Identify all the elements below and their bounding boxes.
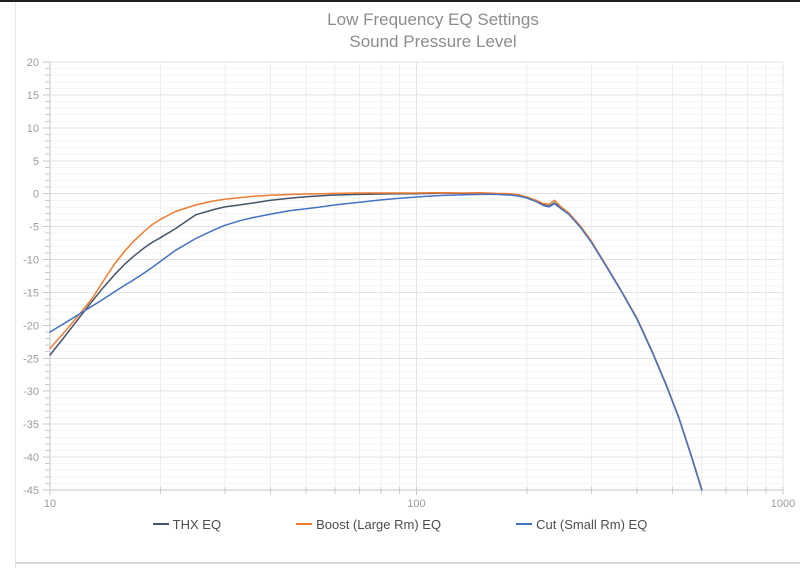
series-line-2 xyxy=(49,193,703,491)
chart-subtitle: Sound Pressure Level xyxy=(349,32,517,51)
x-tick-label: 1000 xyxy=(771,498,795,510)
y-tick-label: -40 xyxy=(23,452,39,464)
y-tick-label: -20 xyxy=(23,320,39,332)
chart-title: Low Frequency EQ Settings xyxy=(327,10,539,29)
legend-item-2: Cut (Small Rm) EQ xyxy=(516,517,647,532)
chart-header: Low Frequency EQ Settings Sound Pressure… xyxy=(66,9,800,53)
y-tick-label: -5 xyxy=(29,222,39,234)
y-tick-label: -25 xyxy=(23,353,39,365)
y-tick-label: -30 xyxy=(23,386,39,398)
y-tick-label: -45 xyxy=(23,485,39,497)
legend-label-0: THX EQ xyxy=(172,516,222,532)
y-tick-label: 20 xyxy=(27,57,39,69)
y-tick-label: -15 xyxy=(23,287,39,299)
y-tick-label: -35 xyxy=(23,419,39,431)
x-tick-label: 100 xyxy=(407,498,425,510)
legend-swatch-1 xyxy=(296,523,313,525)
y-tick-label: 5 xyxy=(33,156,39,168)
y-tick-label: 0 xyxy=(33,189,39,201)
x-tick-label: 10 xyxy=(44,498,56,510)
legend-swatch-0 xyxy=(152,523,169,525)
window-bottom-edge xyxy=(15,562,800,564)
legend-item-1: Boost (Large Rm) EQ xyxy=(296,517,441,532)
legend-swatch-2 xyxy=(516,523,533,525)
panel-divider xyxy=(15,2,16,568)
legend-label-2: Cut (Small Rm) EQ xyxy=(536,516,648,532)
chart-legend: THX EQ Boost (Large Rm) EQ Cut (Small Rm) … xyxy=(0,513,800,535)
window-top-edge xyxy=(0,0,800,2)
y-tick-label: 10 xyxy=(27,123,39,135)
y-tick-label: -10 xyxy=(23,255,39,267)
legend-item-0: THX EQ xyxy=(152,516,222,532)
legend-label-1: Boost (Large Rm) EQ xyxy=(316,516,442,532)
y-tick-label: 15 xyxy=(27,90,39,102)
series-line-1 xyxy=(49,191,703,490)
